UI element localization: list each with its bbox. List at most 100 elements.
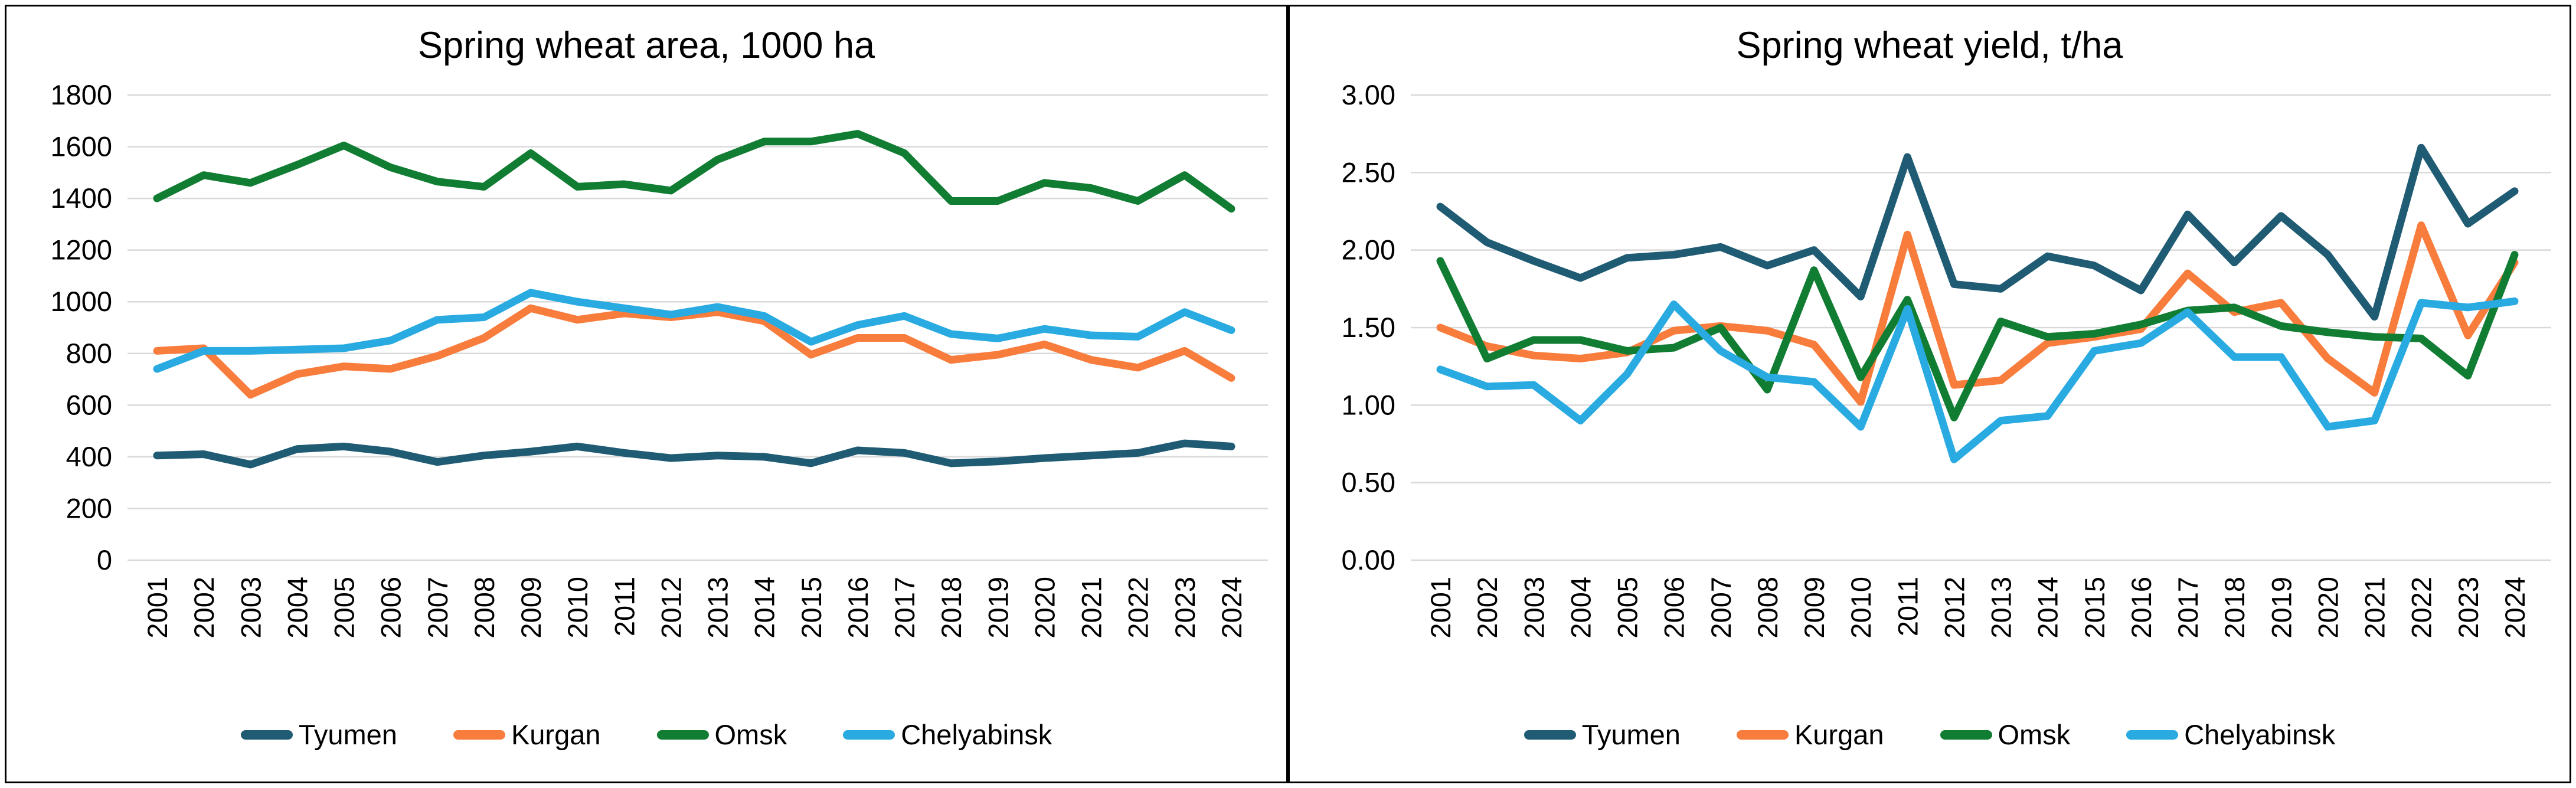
legend-item-tyumen: Tyumen [240,718,397,751]
legend-label: Kurgan [1794,719,1884,750]
x-tick-label: 2016 [842,577,874,639]
x-tick-label: 2003 [235,577,266,639]
series-line-omsk [1436,251,2519,421]
legend-swatch-omsk [1940,730,1992,740]
legend-item-omsk: Omsk [656,718,787,751]
y-tick-label: 1200 [50,234,112,266]
x-tick-label: 2013 [1986,577,2017,639]
x-tick-label: 2003 [1518,577,1549,639]
y-tick-label: 2.00 [1342,234,1395,266]
x-tick-label: 2014 [749,577,780,639]
legend-item-chelyabinsk: Chelyabinsk [843,718,1052,751]
x-tick-label: 2022 [1123,577,1154,639]
legend-swatch-tyumen [1524,730,1576,740]
x-tick-label: 2019 [2266,577,2297,639]
x-tick-label: 2017 [2172,577,2204,639]
x-tick-label: 2006 [375,577,407,639]
legend-swatch-kurgan [453,730,505,740]
x-tick-label: 2013 [702,577,734,639]
yield-chart-canvas: 3.00 2.50 2.00 1.50 1.00 0.50 0.00 2001 2002 2003… [1342,79,2551,639]
x-tick-label: 2007 [1705,577,1737,639]
yield-chart-title: Spring wheat yield, t/ha [1736,25,2123,66]
x-tick-label: 2015 [796,577,827,639]
y-tick-label: 1400 [50,182,112,214]
area-chart-title: Spring wheat area, 1000 ha [417,25,875,66]
legend-label: Omsk [1998,719,2071,750]
y-tick-label: 1.00 [1342,389,1395,420]
y-tick-label: 600 [66,389,112,420]
legend-label: Kurgan [511,719,601,750]
x-tick-label: 2012 [655,577,687,639]
x-tick-label: 2023 [1169,577,1201,639]
y-tick-label: 200 [66,492,112,524]
x-tick-label: 2017 [889,577,920,639]
x-tick-label: 2011 [609,577,640,636]
legend-item-kurgan: Kurgan [1736,718,1884,751]
x-tick-label: 2016 [2126,577,2157,639]
x-tick-label: 2007 [422,577,453,639]
area-chart-panel: Spring wheat area, 1000 ha 1800 1600 1400 1… [5,5,1288,783]
x-tick-label: 2004 [1565,577,1596,639]
series-line-chelyabinsk [153,289,1235,373]
y-tick-label: 1800 [50,79,112,110]
x-tick-label: 2022 [2406,577,2437,639]
legend-label: Tyumen [298,719,397,750]
x-tick-label: 2018 [2219,577,2250,639]
y-tick-label: 0.50 [1342,467,1395,498]
y-tick-label: 1600 [50,131,112,162]
x-tick-label: 2005 [1612,577,1643,639]
legend-item-tyumen: Tyumen [1524,718,1681,751]
y-tick-label: 1000 [50,286,112,317]
area-chart-legend: Tyumen Kurgan Omsk Chelyabinsk [6,718,1286,751]
legend-swatch-omsk [656,730,709,740]
legend-swatch-tyumen [240,730,293,740]
x-tick-label: 2002 [188,577,220,639]
x-tick-label: 2005 [329,577,360,639]
legend-item-chelyabinsk: Chelyabinsk [2126,718,2335,751]
x-tick-label: 2001 [142,577,173,639]
x-tick-label: 2010 [1845,577,1877,639]
x-tick-label: 2011 [1892,577,1923,636]
x-tick-label: 2008 [469,577,500,639]
yield-chart-panel: Spring wheat yield, t/ha 3.00 2.50 2.00 1.5… [1288,5,2571,783]
x-tick-label: 2001 [1425,577,1456,639]
y-tick-label: 0.00 [1342,544,1395,576]
y-tick-label: 800 [66,338,112,369]
x-tick-label: 2021 [1076,577,1107,639]
x-tick-label: 2021 [2359,577,2391,639]
x-tick-label: 2015 [2079,577,2110,639]
y-tick-label: 400 [66,441,112,472]
x-tick-label: 2008 [1752,577,1783,639]
y-tick-label: 2.50 [1342,156,1395,188]
legend-item-kurgan: Kurgan [453,718,601,751]
x-tick-label: 2023 [2453,577,2484,639]
x-tick-label: 2019 [982,577,1014,639]
x-tick-label: 2009 [1799,577,1830,639]
series-line-tyumen [153,439,1235,469]
x-tick-label: 2020 [2312,577,2343,639]
legend-label: Omsk [714,719,787,750]
area-chart-canvas: 1800 1600 1400 1200 1000 800 600 400 200 0 2001 200… [50,79,1268,639]
legend-swatch-chelyabinsk [843,730,895,740]
x-tick-label: 2002 [1472,577,1503,639]
x-tick-label: 2012 [1938,577,1970,639]
legend-label: Chelyabinsk [901,719,1052,750]
x-tick-label: 2010 [562,577,593,639]
y-tick-label: 0 [97,544,112,576]
series-line-omsk [153,130,1235,213]
series-line-chelyabinsk [1436,297,2519,463]
legend-label: Chelyabinsk [2184,719,2336,750]
x-tick-label: 2018 [936,577,967,639]
x-tick-label: 2006 [1659,577,1690,639]
series-line-tyumen [1436,143,2519,321]
legend-swatch-kurgan [1736,730,1789,740]
x-tick-label: 2024 [1216,577,1247,639]
series-line-kurgan [1436,221,2519,406]
legend-item-omsk: Omsk [1940,718,2071,751]
legend-swatch-chelyabinsk [2126,730,2179,740]
yield-chart-legend: Tyumen Kurgan Omsk Chelyabinsk [1290,718,2570,751]
x-tick-label: 2020 [1029,577,1060,639]
y-tick-label: 3.00 [1342,79,1395,110]
x-tick-label: 2024 [2499,577,2531,639]
